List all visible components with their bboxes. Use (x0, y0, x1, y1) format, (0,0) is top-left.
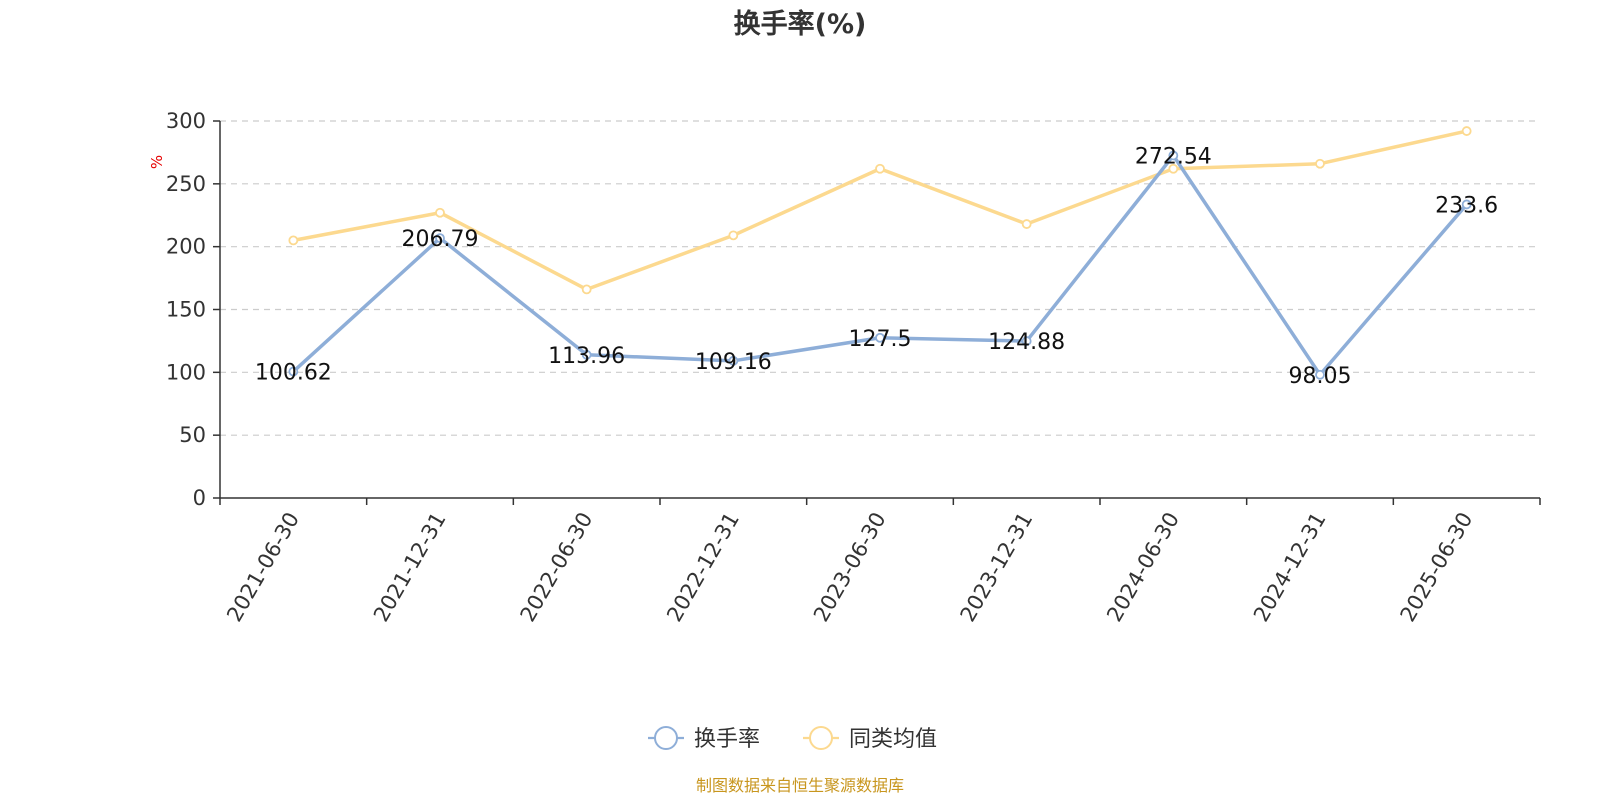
x-tick-label: 2022-06-30 (516, 508, 598, 626)
x-tick-label: 2021-12-31 (369, 508, 451, 626)
x-tick-label: 2025-06-30 (1396, 508, 1478, 626)
data-labels: 100.62 206.79 113.96 109.16 127.5 124.88 272.5… (255, 145, 1498, 389)
data-point[interactable] (1315, 158, 1325, 169)
data-point[interactable] (435, 207, 445, 218)
series-lines (288, 126, 1472, 380)
series-line-1 (293, 129, 1468, 292)
data-label: 124.88 (988, 330, 1065, 355)
y-tick-label: 250 (166, 172, 206, 196)
x-tick-label: 2021-06-30 (222, 508, 304, 626)
x-axis-ticks: 2021-06-30 2021-12-31 2022-06-30 2022-12-31… (219, 498, 1541, 626)
y-axis-unit: % (148, 155, 166, 169)
legend-label: 同类均值 (849, 727, 937, 752)
data-label: 98.05 (1289, 364, 1352, 389)
data-source-note: 制图数据来自恒生聚源数据库 (696, 776, 904, 795)
x-tick-label: 2023-12-31 (956, 508, 1038, 626)
y-tick-label: 50 (179, 423, 206, 447)
data-point[interactable] (1168, 163, 1179, 174)
data-point[interactable] (875, 332, 885, 343)
legend[interactable]: 换手率 同类均值 (648, 726, 937, 752)
y-tick-label: 100 (166, 360, 206, 384)
data-label: 233.6 (1435, 193, 1498, 218)
data-point[interactable] (1168, 150, 1179, 161)
x-tick-label: 2022-12-31 (662, 508, 744, 626)
data-point[interactable] (728, 355, 739, 366)
data-point[interactable] (1315, 369, 1325, 380)
data-point[interactable] (875, 163, 885, 174)
data-label: 272.54 (1135, 145, 1212, 170)
data-point[interactable] (728, 230, 739, 241)
x-tick-label: 2024-06-30 (1102, 508, 1184, 626)
legend-marker (654, 726, 678, 750)
x-tick-label: 2024-12-31 (1249, 508, 1331, 626)
data-label: 109.16 (695, 350, 772, 375)
data-label: 206.79 (402, 227, 479, 252)
data-point[interactable] (581, 284, 592, 295)
y-tick-label: 200 (166, 235, 206, 259)
legend-item-0[interactable]: 换手率 (648, 726, 760, 752)
data-label: 100.62 (255, 361, 332, 386)
data-point[interactable] (1461, 126, 1472, 136)
legend-marker (809, 726, 833, 750)
data-point[interactable] (288, 366, 299, 377)
y-tick-label: 300 (166, 109, 206, 133)
y-axis-ticks: 0 50 100 150 200 250 300 (166, 109, 220, 510)
data-label: 113.96 (548, 344, 625, 369)
grid-lines (220, 120, 1540, 436)
data-point[interactable] (1461, 199, 1472, 210)
chart-title: 换手率(%) (734, 8, 867, 40)
data-label: 127.5 (849, 327, 912, 352)
data-point[interactable] (1021, 219, 1032, 229)
data-point[interactable] (581, 349, 592, 360)
data-point[interactable] (288, 235, 299, 246)
y-tick-label: 150 (166, 298, 206, 322)
legend-label: 换手率 (694, 727, 760, 752)
x-tick-label: 2023-06-30 (809, 508, 891, 626)
data-point[interactable] (1021, 336, 1032, 346)
y-tick-label: 0 (193, 486, 206, 510)
legend-item-1[interactable]: 同类均值 (803, 726, 937, 752)
data-point[interactable] (435, 233, 445, 244)
